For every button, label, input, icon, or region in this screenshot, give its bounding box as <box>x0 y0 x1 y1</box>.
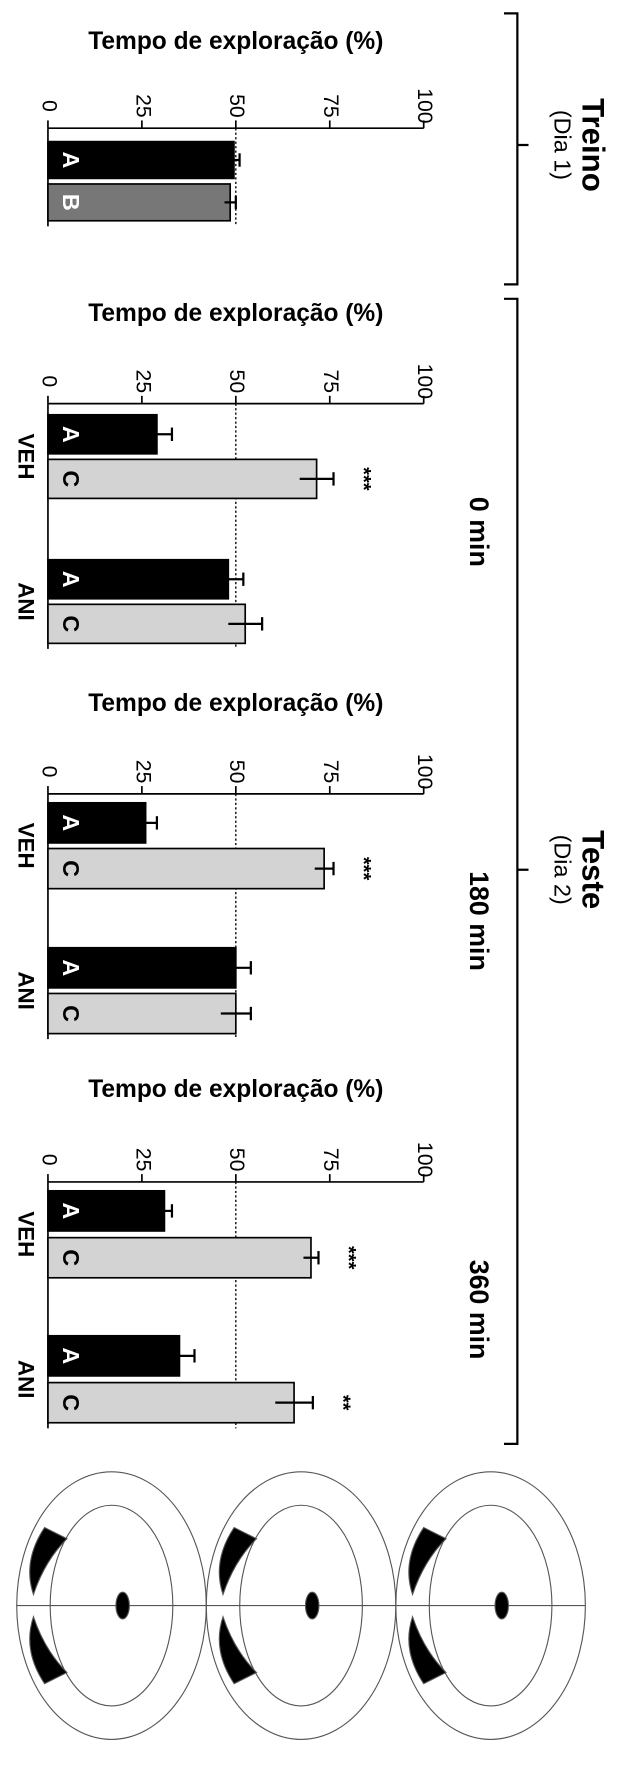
x-tick-label: 0 <box>37 375 60 387</box>
category-label: VEH <box>14 1211 39 1257</box>
group-label: Treino <box>576 98 611 192</box>
category-label: ANI <box>14 582 39 620</box>
figure: Tempo de exploração (%) 0 25 50 75 100 A B Tempo… <box>0 0 640 1778</box>
bar-label: C <box>58 860 84 877</box>
x-tick-label: 50 <box>225 370 248 394</box>
x-tick-label: 25 <box>131 1148 154 1172</box>
chart-title: Tempo de exploração (%) <box>88 690 383 717</box>
category-label: ANI <box>14 1360 39 1398</box>
x-tick-label: 50 <box>225 94 248 118</box>
x-tick-label: 25 <box>131 760 154 784</box>
x-tick-label: 100 <box>413 88 436 123</box>
x-tick-label: 25 <box>131 94 154 118</box>
group-sublabel: (Dia 2) <box>550 835 576 905</box>
x-tick-label: 75 <box>319 760 342 784</box>
x-tick-label: 75 <box>319 1148 342 1172</box>
x-tick-label: 50 <box>225 1148 248 1172</box>
chart-title: Tempo de exploração (%) <box>88 1076 383 1103</box>
bar-label: A <box>58 152 84 169</box>
x-tick-label: 100 <box>413 754 436 789</box>
bracket <box>504 299 529 1444</box>
chart-subtitle: 360 min <box>464 1260 494 1360</box>
significance-label: *** <box>352 467 374 491</box>
brain-sections <box>17 1472 586 1740</box>
group-label: Teste <box>576 830 611 909</box>
bar <box>48 1383 294 1423</box>
bar-label: A <box>58 571 84 588</box>
chart-subtitle: 180 min <box>464 871 494 971</box>
x-tick-label: 100 <box>413 364 436 399</box>
x-tick-label: 100 <box>413 1142 436 1177</box>
bar-label: B <box>58 194 84 211</box>
significance-label: *** <box>337 1246 359 1270</box>
bar-label: C <box>58 615 84 632</box>
category-label: VEH <box>14 823 39 869</box>
x-tick-label: 0 <box>37 1154 60 1166</box>
bar-label: C <box>58 1005 84 1022</box>
brain-section <box>206 1472 396 1740</box>
x-tick-label: 50 <box>225 760 248 784</box>
bracket <box>504 13 529 284</box>
bar <box>48 849 324 889</box>
x-tick-label: 25 <box>131 370 154 394</box>
bar-label: A <box>58 1202 84 1219</box>
chart-title: Tempo de exploração (%) <box>88 28 383 55</box>
bar-label: C <box>58 1394 84 1411</box>
bar-label: C <box>58 1249 84 1266</box>
significance-label: *** <box>352 857 374 881</box>
bar-label: A <box>58 1347 84 1364</box>
x-tick-label: 0 <box>37 766 60 778</box>
bar-label: A <box>58 959 84 976</box>
group-sublabel: (Dia 1) <box>550 110 576 180</box>
brain-section <box>396 1472 586 1740</box>
x-tick-label: 75 <box>319 370 342 394</box>
significance-label: ** <box>332 1395 354 1411</box>
bar <box>48 1238 311 1278</box>
bar-label: C <box>58 470 84 487</box>
figure-content: Tempo de exploração (%) 0 25 50 75 100 A B Tempo… <box>14 13 611 1739</box>
category-label: VEH <box>14 434 39 480</box>
bar-label: A <box>58 426 84 443</box>
category-label: ANI <box>14 971 39 1009</box>
x-tick-label: 75 <box>319 94 342 118</box>
brain-section <box>17 1472 207 1740</box>
chart-title: Tempo de exploração (%) <box>88 300 383 327</box>
bar-label: A <box>58 814 84 831</box>
bar <box>48 459 317 498</box>
chart-subtitle: 0 min <box>464 497 494 567</box>
x-tick-label: 0 <box>37 100 60 112</box>
